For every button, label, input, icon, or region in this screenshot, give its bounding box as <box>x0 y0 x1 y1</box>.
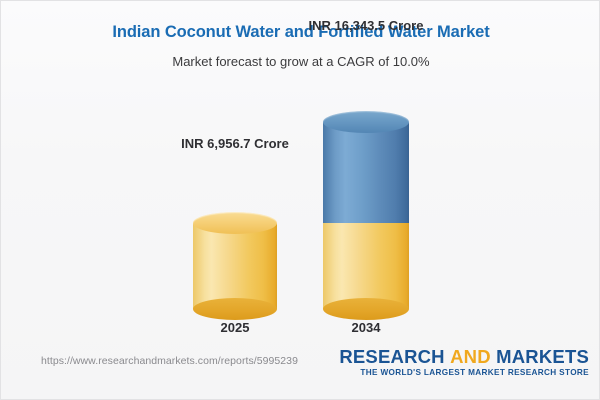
value-label-2025: INR 6,956.7 Crore <box>181 136 289 151</box>
category-label-2034: 2034 <box>351 320 381 335</box>
chart-footer: https://www.researchandmarkets.com/repor… <box>1 341 600 399</box>
source-url[interactable]: https://www.researchandmarkets.com/repor… <box>41 355 298 367</box>
cylinder-segment-base-2025 <box>193 223 277 309</box>
brand-logo: RESEARCH AND MARKETS THE WORLD'S LARGEST… <box>339 347 589 378</box>
plot-area: INR 6,956.7 Crore 2025 INR 16,343.5 Cror… <box>1 18 600 343</box>
value-label-2034: INR 16,343.5 Crore <box>308 18 424 33</box>
cylinder-cap-2025 <box>193 212 277 234</box>
brand-tagline: THE WORLD'S LARGEST MARKET RESEARCH STOR… <box>360 368 589 378</box>
cylinder-base-2025 <box>193 298 277 320</box>
chart-subtitle: Market forecast to grow at a CAGR of 10.… <box>172 54 430 69</box>
cylinder-bar-2025[interactable] <box>193 212 277 320</box>
cylinder-cap-2034 <box>323 111 409 133</box>
chart-title: Indian Coconut Water and Fortified Water… <box>112 23 490 41</box>
category-label-2025: 2025 <box>220 320 250 335</box>
cylinder-segment-growth-2034 <box>323 122 409 223</box>
cylinder-base-2034 <box>323 298 409 320</box>
cylinder-segment-base-2034 <box>323 223 409 309</box>
brand-word-research: RESEARCH <box>339 346 445 367</box>
brand-wordmark: RESEARCH AND MARKETS <box>339 347 589 366</box>
brand-word-and: AND <box>450 346 491 367</box>
cylinder-bar-2034[interactable] <box>323 111 409 320</box>
brand-word-markets: MARKETS <box>496 346 589 367</box>
